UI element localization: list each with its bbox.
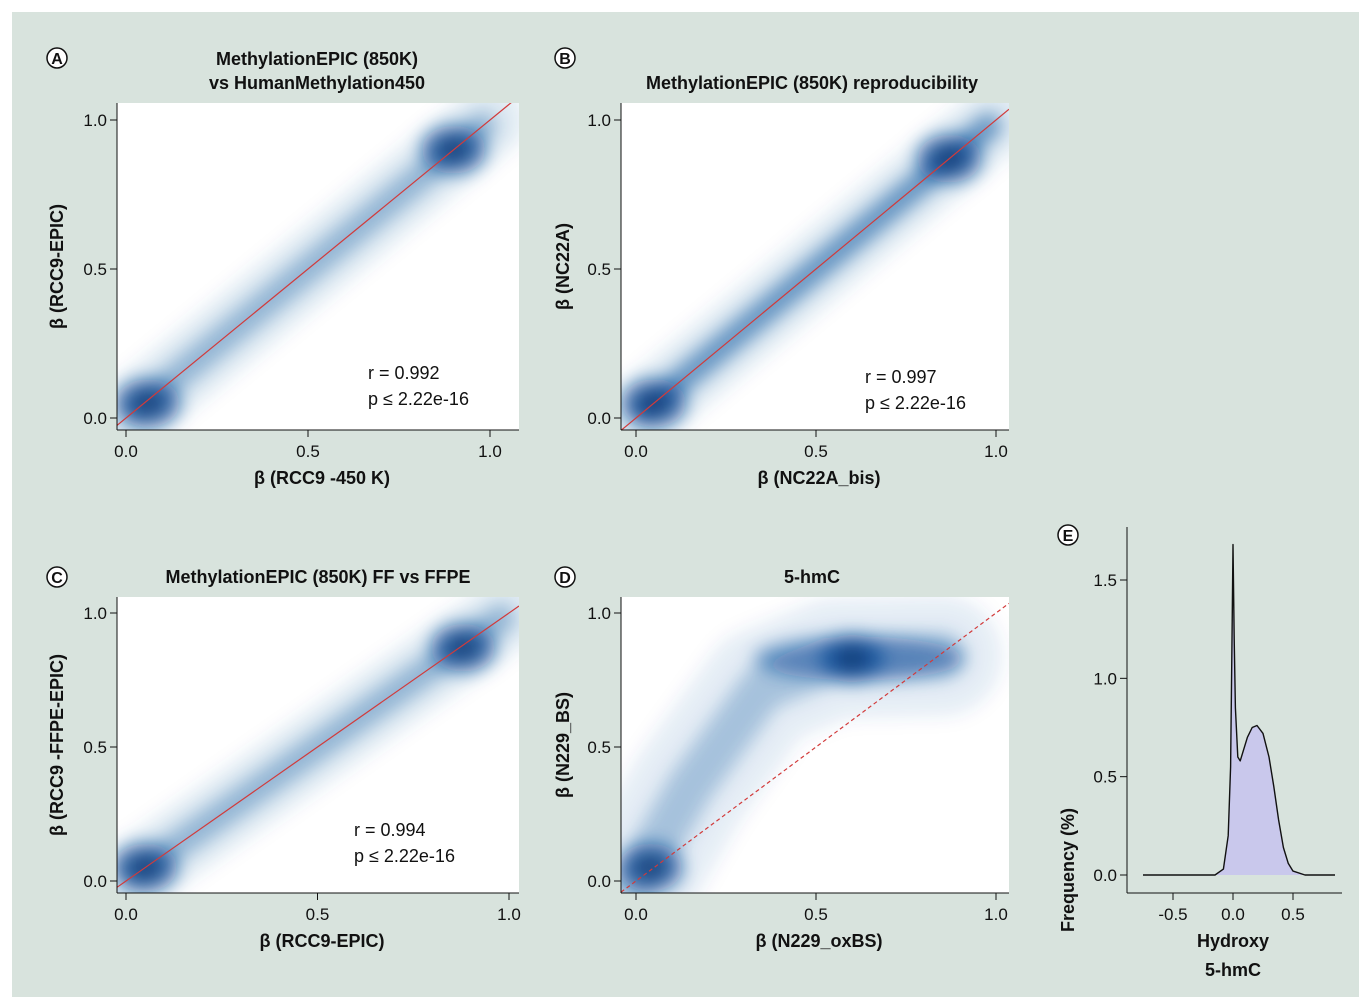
y-tick-label: 1.0	[83, 111, 107, 130]
x-tick-label: 0.0	[114, 905, 138, 924]
y-tick-label: 0.5	[83, 260, 107, 279]
x-tick-label: 1.0	[984, 442, 1008, 461]
x-tick-label: 0.0	[624, 442, 648, 461]
y-tick-label: 0.0	[83, 409, 107, 428]
y-tick-label: 1.0	[1093, 669, 1117, 688]
density-blob-group	[621, 597, 1002, 893]
panel-label: B	[559, 51, 571, 68]
y-axis-label: β (RCC9-EPIC)	[47, 204, 67, 329]
y-tick-label: 0.0	[587, 409, 611, 428]
x-axis-label: 5-hmC	[1205, 960, 1261, 980]
y-axis-label: β (RCC9 -FFPE-EPIC)	[47, 654, 67, 836]
diagonal-line	[117, 103, 512, 426]
x-tick-label: 0.0	[1221, 905, 1245, 924]
y-tick-label: 0.0	[1093, 866, 1117, 885]
diagonal-line	[621, 108, 1009, 430]
stat-label: r = 0.992	[368, 363, 440, 383]
x-axis-label: β (RCC9 -450 K)	[254, 468, 390, 488]
density-curve	[1143, 543, 1335, 876]
x-tick-label: 1.0	[497, 905, 521, 924]
density-cluster-core	[836, 646, 868, 671]
panel-label-circle	[1057, 524, 1079, 546]
diagonal-line	[117, 605, 519, 888]
x-tick-label: 0.5	[296, 442, 320, 461]
x-tick-label: 0.5	[804, 442, 828, 461]
stat-label: p ≤ 2.22e-16	[865, 393, 966, 413]
panel-label-circle	[46, 47, 68, 69]
panel-c: C MethylationEPIC (850K) FF vs FFPE r = 0.…	[46, 566, 521, 951]
panel-label: D	[559, 570, 571, 587]
y-axis-label: β (N229_BS)	[553, 692, 573, 798]
chart-title: 5-hmC	[784, 567, 840, 587]
panel-label-circle	[554, 566, 576, 588]
x-tick-label: -0.5	[1158, 905, 1187, 924]
panel-label: E	[1063, 528, 1074, 545]
x-axis-label: Hydroxy	[1197, 931, 1269, 951]
panel-label: A	[51, 51, 63, 68]
x-tick-label: 0.0	[114, 442, 138, 461]
density-cluster-core	[634, 855, 667, 880]
y-axis-label: Frequency (%)	[1058, 808, 1078, 932]
stat-label: r = 0.994	[354, 820, 426, 840]
stat-label: r = 0.997	[865, 367, 937, 387]
x-axis-label: β (RCC9-EPIC)	[260, 931, 385, 951]
density-cluster-core	[447, 635, 480, 660]
y-tick-label: 1.0	[587, 111, 611, 130]
x-tick-label: 1.0	[478, 442, 502, 461]
density-cluster-core	[131, 391, 164, 416]
panel-label-circle	[554, 47, 576, 69]
x-tick-label: 0.0	[624, 905, 648, 924]
y-tick-label: 0.5	[587, 738, 611, 757]
y-tick-label: 0.0	[587, 872, 611, 891]
x-tick-label: 0.5	[804, 905, 828, 924]
x-tick-label: 1.0	[984, 905, 1008, 924]
y-axis-label: β (NC22A)	[553, 223, 573, 310]
stat-label: p ≤ 2.22e-16	[354, 846, 455, 866]
y-tick-label: 0.0	[83, 872, 107, 891]
y-tick-label: 0.5	[587, 260, 611, 279]
panel-a: A MethylationEPIC (850K) vs HumanMethylati…	[46, 47, 519, 488]
y-tick-label: 1.5	[1093, 571, 1117, 590]
x-axis-label: β (NC22A_bis)	[757, 468, 880, 488]
stat-label: p ≤ 2.22e-16	[368, 389, 469, 409]
y-tick-label: 1.0	[587, 604, 611, 623]
y-tick-label: 1.0	[83, 604, 107, 623]
chart-title: MethylationEPIC (850K) reproducibility	[646, 73, 978, 93]
density-layer	[117, 597, 519, 893]
density-layer	[621, 103, 1009, 430]
y-tick-label: 0.5	[1093, 768, 1117, 787]
x-tick-label: 0.5	[306, 905, 330, 924]
density-area	[1143, 544, 1335, 875]
density-layer	[117, 103, 519, 430]
chart-title: vs HumanMethylation450	[209, 73, 425, 93]
density-layer	[621, 597, 1009, 893]
chart-title: MethylationEPIC (850K)	[216, 49, 418, 69]
panel-e: E 0.0 0.5 1.0 1.5 -0.5 0.0 0.5 Hydroxy 5-hmC Frequ…	[1057, 524, 1342, 980]
panel-label-circle	[46, 566, 68, 588]
panel-d: D 5-hmC 0.0 0.5 1.0 0.0 0.5 1.0 β (N229_oxBS) β (…	[553, 566, 1009, 951]
x-tick-label: 0.5	[1281, 905, 1305, 924]
x-axis-label: β (N229_oxBS)	[755, 931, 882, 951]
y-tick-label: 0.5	[83, 738, 107, 757]
chart-title: MethylationEPIC (850K) FF vs FFPE	[165, 567, 470, 587]
panel-label: C	[51, 570, 63, 587]
panel-b: B MethylationEPIC (850K) reproducibility r…	[553, 47, 1009, 488]
diagonal-line	[621, 602, 1009, 893]
